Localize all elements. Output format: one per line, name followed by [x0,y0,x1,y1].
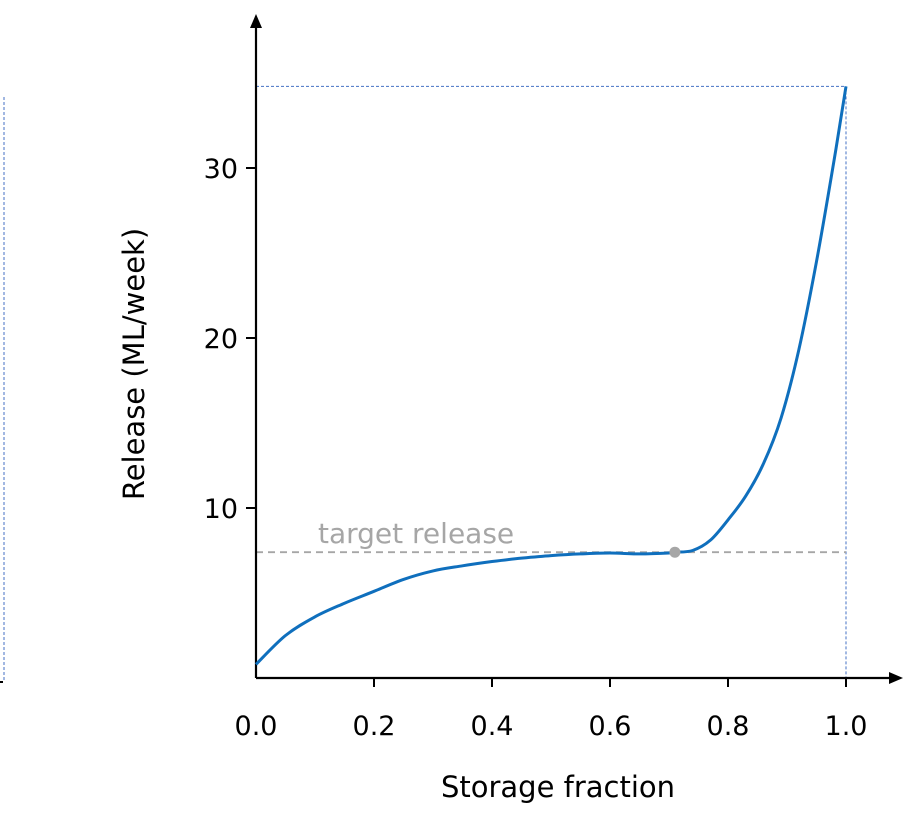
target-point [669,546,681,558]
x-tick-label: 1.0 [825,711,868,742]
y-axis-arrow-icon [250,14,262,28]
x-tick-label: 0.2 [353,711,396,742]
x-tick-label: 0.0 [235,711,278,742]
y-axis-title: Release (ML/week) [117,228,151,500]
axes [250,14,903,684]
y-tick-label: 10 [204,494,238,525]
x-tick-label: 0.8 [707,711,750,742]
y-tick-label: 30 [204,154,238,185]
release-curve [254,86,848,666]
target-release-label: target release [318,517,514,550]
x-tick-label: 0.6 [589,711,632,742]
y-tick-label: 20 [204,324,238,355]
x-axis-title: Storage fraction [441,770,675,804]
x-tick-label: 0.4 [471,711,514,742]
y-ticks: 10 20 30 [204,154,256,525]
x-ticks: 0.0 0.2 0.4 0.6 0.8 1.0 [235,678,868,742]
guide-lines [256,85,847,678]
x-axis-arrow-icon [889,672,903,684]
